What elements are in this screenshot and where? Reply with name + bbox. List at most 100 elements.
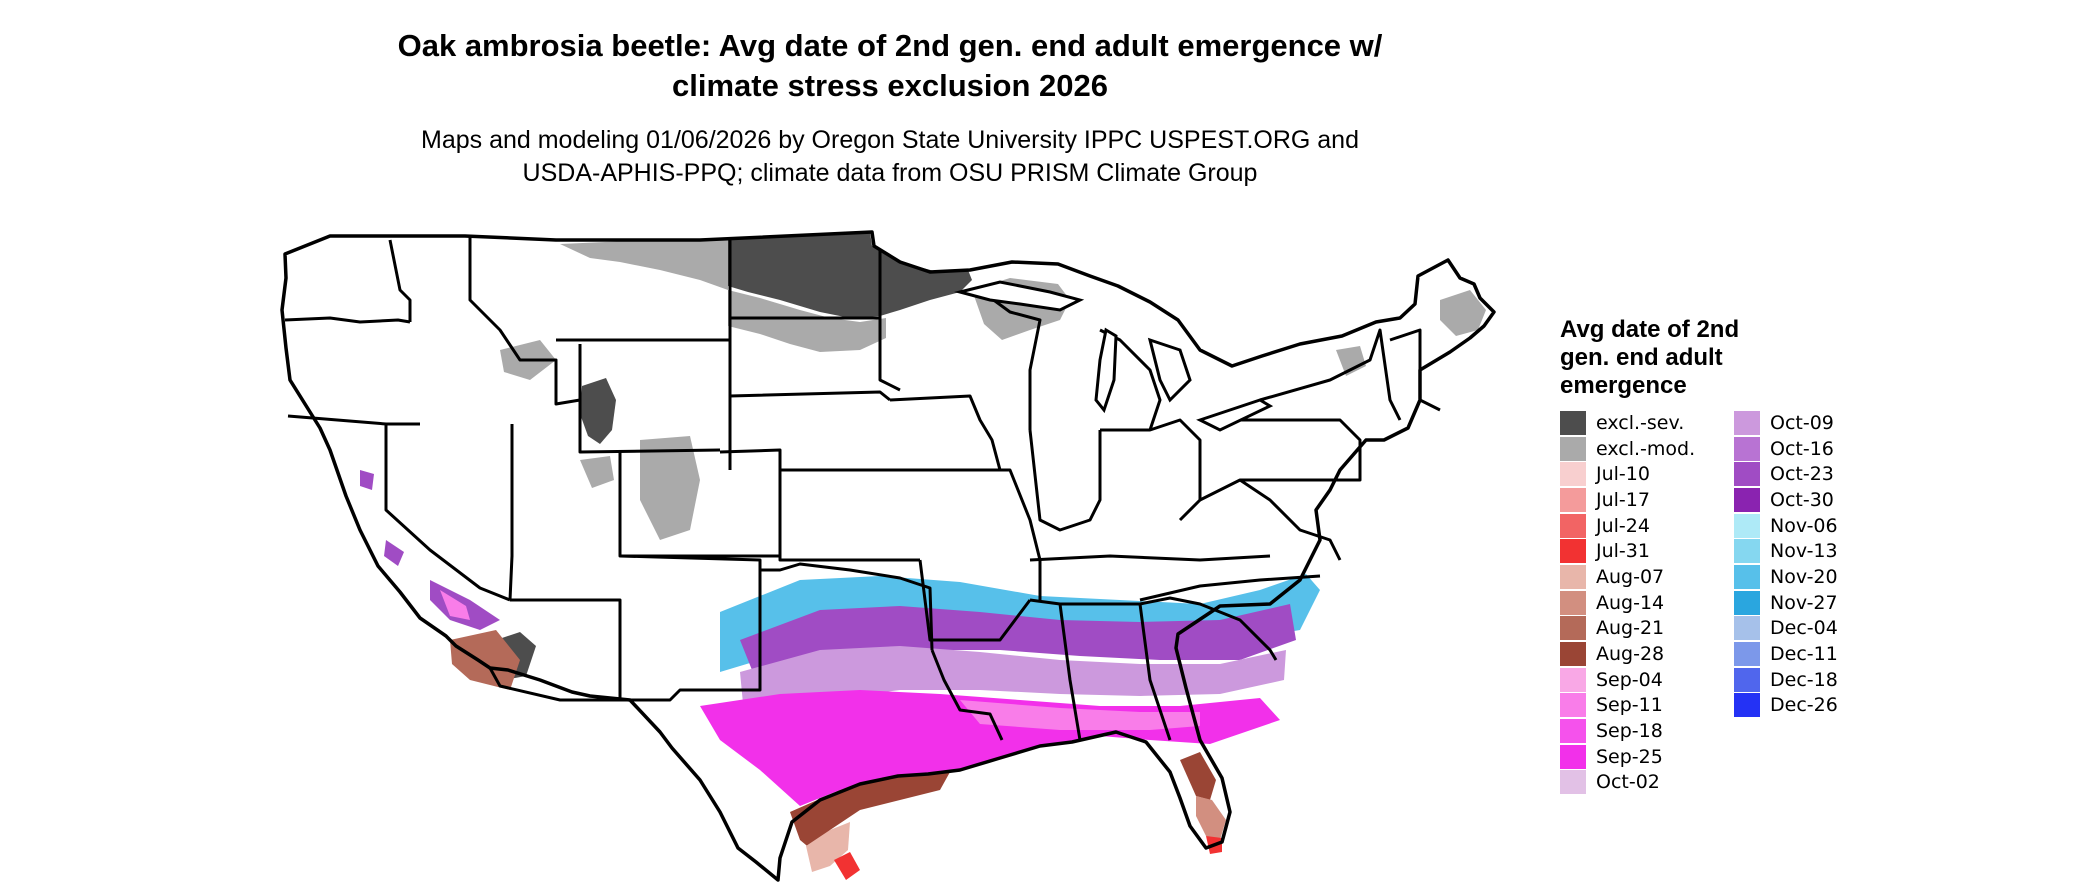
legend-key: Jul-17 xyxy=(1560,487,1726,513)
legend-swatch xyxy=(1734,642,1760,667)
lake-superior xyxy=(954,280,1085,312)
exclusion-moderate-adirondack xyxy=(1336,346,1366,376)
legend-label: Nov-06 xyxy=(1770,514,1838,537)
legend-key: Aug-28 xyxy=(1560,641,1726,667)
legend-swatch xyxy=(1734,564,1760,589)
legend-label: Aug-28 xyxy=(1596,643,1665,666)
map-subtitle-line2: USDA-APHIS-PPQ; climate data from OSU PR… xyxy=(522,159,1258,187)
legend-swatch xyxy=(1560,564,1586,589)
legend-swatch xyxy=(1560,436,1586,461)
legend-key: Oct-23 xyxy=(1734,461,1900,487)
legend-key: Dec-04 xyxy=(1734,616,1900,642)
band-pink xyxy=(960,700,1200,730)
legend-label: Oct-23 xyxy=(1770,463,1834,486)
map-title-line1: Oak ambrosia beetle: Avg date of 2nd gen… xyxy=(397,28,1383,63)
legend-swatch xyxy=(1560,693,1586,718)
legend-label: Sep-25 xyxy=(1596,745,1663,768)
legend-swatch xyxy=(1560,642,1586,667)
map-subtitle: Maps and modeling 01/06/2026 by Oregon S… xyxy=(330,124,1450,190)
state-boundaries xyxy=(284,236,1441,741)
legend-swatch xyxy=(1734,436,1760,461)
band-brown-texas xyxy=(790,772,950,850)
legend-label: Jul-24 xyxy=(1596,514,1650,537)
border-ia xyxy=(889,394,1002,471)
legend-swatch xyxy=(1560,487,1586,512)
border-tx-la xyxy=(930,649,1004,741)
border-nc-va xyxy=(1139,574,1321,602)
legend-key: Sep-04 xyxy=(1560,667,1726,693)
legend-swatch xyxy=(1734,462,1760,487)
band-california-pink xyxy=(440,590,470,620)
legend-label: excl.-mod. xyxy=(1596,437,1696,460)
band-brown-florida xyxy=(1180,752,1216,800)
legend-title: Avg date of 2nd gen. end adult emergence xyxy=(1560,316,1820,400)
map-title-line2: climate stress exclusion 2026 xyxy=(672,68,1108,103)
us-coastline xyxy=(280,230,1496,882)
legend-title-line3: emergence xyxy=(1560,372,1687,399)
border-ga-sc xyxy=(1139,596,1278,661)
legend-key: excl.-sev. xyxy=(1560,410,1726,436)
border-in-oh xyxy=(1100,418,1202,522)
legend-column-1: excl.-sev. excl.-mod. Jul-10 Jul-17 Jul-24 Ju… xyxy=(1560,410,1726,795)
border-wi-mi xyxy=(979,288,1042,430)
exclusion-moderate-maine xyxy=(1440,290,1486,336)
border-wy xyxy=(578,344,721,454)
border-mo xyxy=(920,468,1042,600)
lake-michigan xyxy=(1094,327,1118,414)
border-ne-ks xyxy=(719,448,920,472)
border-ks-ok xyxy=(778,470,920,562)
legend-key: Sep-25 xyxy=(1560,744,1726,770)
border-ca-nv xyxy=(384,424,511,602)
border-wv-va xyxy=(1199,478,1342,561)
legend-label: Nov-20 xyxy=(1770,565,1838,588)
legend-label: Jul-17 xyxy=(1596,488,1650,511)
legend-label: Aug-07 xyxy=(1596,565,1665,588)
legend-title-line2: gen. end adult xyxy=(1560,344,1723,371)
border-pa xyxy=(1230,418,1362,482)
border-mn-east xyxy=(878,250,901,392)
legend-label: Oct-16 xyxy=(1770,437,1834,460)
exclusion-moderate-colorado xyxy=(640,436,700,540)
band-purple xyxy=(740,604,1296,690)
us-map xyxy=(280,230,1496,882)
legend-swatch xyxy=(1560,513,1586,538)
border-tn-ky xyxy=(1029,554,1271,562)
legend-key: Aug-21 xyxy=(1560,616,1726,642)
lake-erie xyxy=(1196,398,1274,432)
legend-key: Sep-11 xyxy=(1560,693,1726,719)
legend-label: Jul-10 xyxy=(1596,463,1650,486)
map-title: Oak ambrosia beetle: Avg date of 2nd gen… xyxy=(330,26,1450,106)
legend-swatch xyxy=(1560,616,1586,641)
legend-key: Dec-26 xyxy=(1734,693,1900,719)
band-red-texas-tip xyxy=(834,852,860,880)
legend-label: Oct-09 xyxy=(1770,411,1834,434)
legend-swatch xyxy=(1560,410,1586,435)
border-nm xyxy=(619,554,762,702)
border-id-mt xyxy=(468,236,581,406)
legend-swatch xyxy=(1560,719,1586,744)
border-il-in xyxy=(1028,429,1102,532)
legend-label: Dec-18 xyxy=(1770,668,1838,691)
legend-key: Nov-13 xyxy=(1734,538,1900,564)
legend-key: Dec-18 xyxy=(1734,667,1900,693)
band-california-purple xyxy=(360,470,500,630)
legend-swatch xyxy=(1560,539,1586,564)
border-ar xyxy=(918,559,1032,642)
legend-label: Oct-02 xyxy=(1596,771,1660,794)
legend-label: Dec-26 xyxy=(1770,694,1838,717)
legend-label: Oct-30 xyxy=(1770,488,1834,511)
legend-swatch xyxy=(1734,616,1760,641)
legend-key: Nov-06 xyxy=(1734,513,1900,539)
legend-swatch xyxy=(1734,410,1760,435)
exclusion-severe-wyoming xyxy=(580,378,616,444)
legend-key: Nov-27 xyxy=(1734,590,1900,616)
legend-label: excl.-sev. xyxy=(1596,411,1685,434)
legend-swatch xyxy=(1734,513,1760,538)
border-new-england xyxy=(1389,328,1441,412)
legend-label: Nov-13 xyxy=(1770,540,1838,563)
legend-key: Jul-24 xyxy=(1560,513,1726,539)
legend-column-2: Oct-09 Oct-16 Oct-23 Oct-30 Nov-06 Nov-13 Nov-… xyxy=(1734,410,1900,795)
legend-key: Oct-16 xyxy=(1734,436,1900,462)
band-arizona-brown xyxy=(450,630,520,690)
legend-key: Oct-09 xyxy=(1734,410,1900,436)
